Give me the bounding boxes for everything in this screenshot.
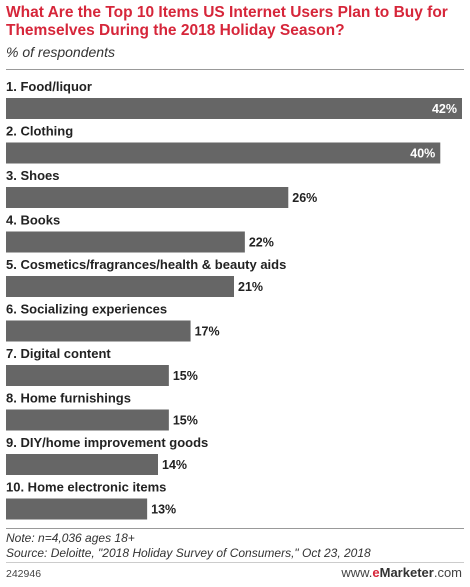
category-label: 6. Socializing experiences <box>6 302 167 317</box>
top-divider <box>6 69 464 70</box>
bar <box>6 231 245 253</box>
category-label: 8. Home furnishings <box>6 391 131 406</box>
bar <box>6 276 234 297</box>
chart-title: What Are the Top 10 Items US Internet Us… <box>6 4 448 39</box>
category-label: 7. Digital content <box>6 346 111 361</box>
chart-source: Source: Deloitte, "2018 Holiday Survey o… <box>6 546 371 560</box>
bar <box>6 454 158 475</box>
value-label: 17% <box>195 325 220 339</box>
bar <box>6 142 441 164</box>
category-label: 9. DIY/home improvement goods <box>6 435 208 450</box>
value-label: 26% <box>292 191 317 205</box>
chart-id: 242946 <box>6 568 42 580</box>
value-label: 40% <box>410 147 435 161</box>
bottom-divider <box>6 528 464 529</box>
bar <box>6 409 169 431</box>
category-label: 10. Home electronic items <box>6 480 166 495</box>
value-label: 15% <box>173 414 198 428</box>
value-label: 14% <box>162 458 187 472</box>
category-label: 4. Books <box>6 213 60 228</box>
chart-subtitle: % of respondents <box>6 44 115 60</box>
value-label: 42% <box>432 102 457 116</box>
brand-suffix: .com <box>433 565 462 580</box>
value-label: 15% <box>173 369 198 383</box>
value-label: 22% <box>249 236 274 250</box>
brand-e: e <box>372 565 380 580</box>
chart-note: Note: n=4,036 ages 18+ <box>6 531 135 545</box>
bar <box>6 98 462 119</box>
bar <box>6 365 169 386</box>
category-label: 5. Cosmetics/fragrances/health & beauty … <box>6 257 286 272</box>
bar <box>6 320 191 342</box>
value-label: 21% <box>238 280 263 294</box>
value-label: 13% <box>151 503 176 517</box>
emarketer-logo: www.eMarketer.com <box>341 565 462 580</box>
bar <box>6 187 289 208</box>
brand-name: Marketer <box>379 565 434 580</box>
bar <box>6 498 148 520</box>
brand-prefix: www. <box>341 565 373 580</box>
footer-divider <box>6 562 464 563</box>
category-label: 3. Shoes <box>6 168 59 183</box>
category-label: 1. Food/liquor <box>6 79 92 94</box>
category-label: 2. Clothing <box>6 124 73 139</box>
bar-chart: 1. Food/liquor 42% 2. Clothing 40% 3. Shoes 2… <box>6 79 462 520</box>
